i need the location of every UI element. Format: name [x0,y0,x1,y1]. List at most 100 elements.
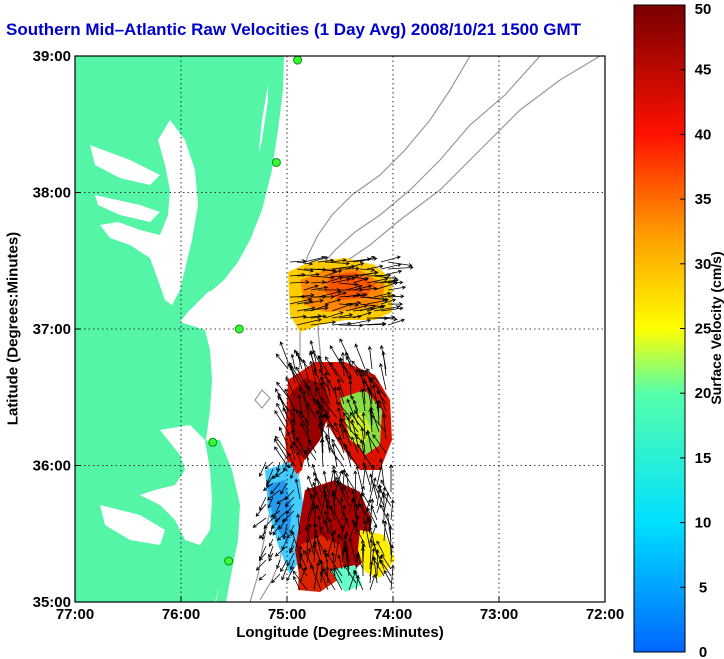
velocity-vector [342,511,350,528]
velocity-vector [274,438,289,461]
velocity-vector [320,404,331,419]
velocity-vector [334,469,343,486]
velocity-vector [317,515,322,535]
velocity-vector [312,543,322,563]
velocity-vector [288,361,303,384]
velocity-vector [345,318,372,326]
x-tick-label: 72:00 [586,606,624,623]
velocity-vector [347,450,359,468]
velocity-vector [359,304,377,312]
velocity-vector [360,387,366,412]
velocity-vector [273,503,281,520]
y-tick-label: 38:00 [33,185,71,202]
x-tick-label: 77:00 [56,606,94,623]
velocity-vector [274,510,288,522]
velocity-vector [258,531,267,539]
velocity-vector [275,468,288,477]
velocity-vector [310,303,329,312]
velocity-vector [379,458,385,486]
velocity-vector [297,394,303,419]
station-marker [271,157,281,167]
velocity-vector [359,255,376,263]
velocity-vector [343,564,357,584]
velocity-vector [303,284,319,291]
y-tick-label: 39:00 [33,48,71,65]
velocity-vector [296,272,320,277]
velocity-vector [373,483,385,507]
velocity-vector [305,538,310,556]
velocity-vector [278,426,289,447]
velocity-vector [268,552,274,562]
velocity-vector [289,545,295,554]
velocity-vector [333,386,338,405]
velocity-vector [310,280,327,285]
velocity-vector [326,498,336,521]
velocity-vector [304,449,310,468]
velocity-vector [352,311,372,319]
velocity-vector [377,389,387,412]
velocity-vector [324,298,342,305]
velocity-vector [333,566,343,584]
velocity-vector [294,478,301,500]
velocity-vector [295,366,310,391]
velocity-vector [319,438,324,468]
velocity-vector [328,446,345,468]
velocity-vector [361,369,380,391]
velocity-vector [299,566,307,584]
velocity-vector [315,398,324,426]
velocity-vector [280,559,288,573]
velocity-vector [276,381,289,398]
velocity-vector [367,507,378,528]
velocity-vector [322,470,329,493]
velocity-vector [281,510,295,523]
velocity-vector [372,556,385,577]
velocity-vector [274,435,289,454]
velocity-vector [352,292,368,298]
velocity-vector [380,479,392,500]
velocity-vector [332,491,343,507]
velocity-vector [313,523,318,549]
velocity-vector [338,480,350,507]
velocity-vector [310,564,322,591]
velocity-vector [327,529,337,556]
velocity-vector [388,463,394,492]
velocity-vector [387,302,404,307]
x-tick-label: 76:00 [162,606,200,623]
velocity-vector [331,438,345,461]
grid-lines [75,56,605,602]
velocity-vector [325,356,338,377]
velocity-vector [337,554,343,570]
velocity-vector [372,542,385,570]
colorbar-tick-label: 5 [699,579,707,596]
velocity-vector [318,414,324,440]
velocity-vector [276,559,281,570]
velocity-vector [387,261,413,268]
velocity-vector [326,423,331,447]
velocity-vector [354,343,366,370]
station-marker [234,324,244,334]
velocity-vector [343,534,350,563]
velocity-vector [281,566,288,581]
velocity-vector [296,306,316,312]
velocity-vector [276,461,281,472]
velocity-vector [322,568,336,591]
velocity-vector [284,388,296,412]
velocity-vector [328,517,336,549]
velocity-vector [370,377,387,398]
velocity-vector [255,559,267,571]
velocity-vector [355,514,360,535]
velocity-vector [303,298,324,305]
velocity-vector [318,559,329,577]
velocity-vector [282,524,288,540]
velocity-vector [380,306,404,312]
velocity-vector [299,387,310,412]
velocity-vector [274,410,289,433]
velocity-vector [287,552,295,567]
x-axis-ticks: 77:00 76:00 75:00 74:00 73:00 72:00 [56,596,624,623]
velocity-vector [379,559,392,577]
velocity-vector [296,513,301,535]
velocity-vector [345,262,365,270]
y-tick-label: 37:00 [33,321,71,338]
velocity-vector [323,510,329,535]
